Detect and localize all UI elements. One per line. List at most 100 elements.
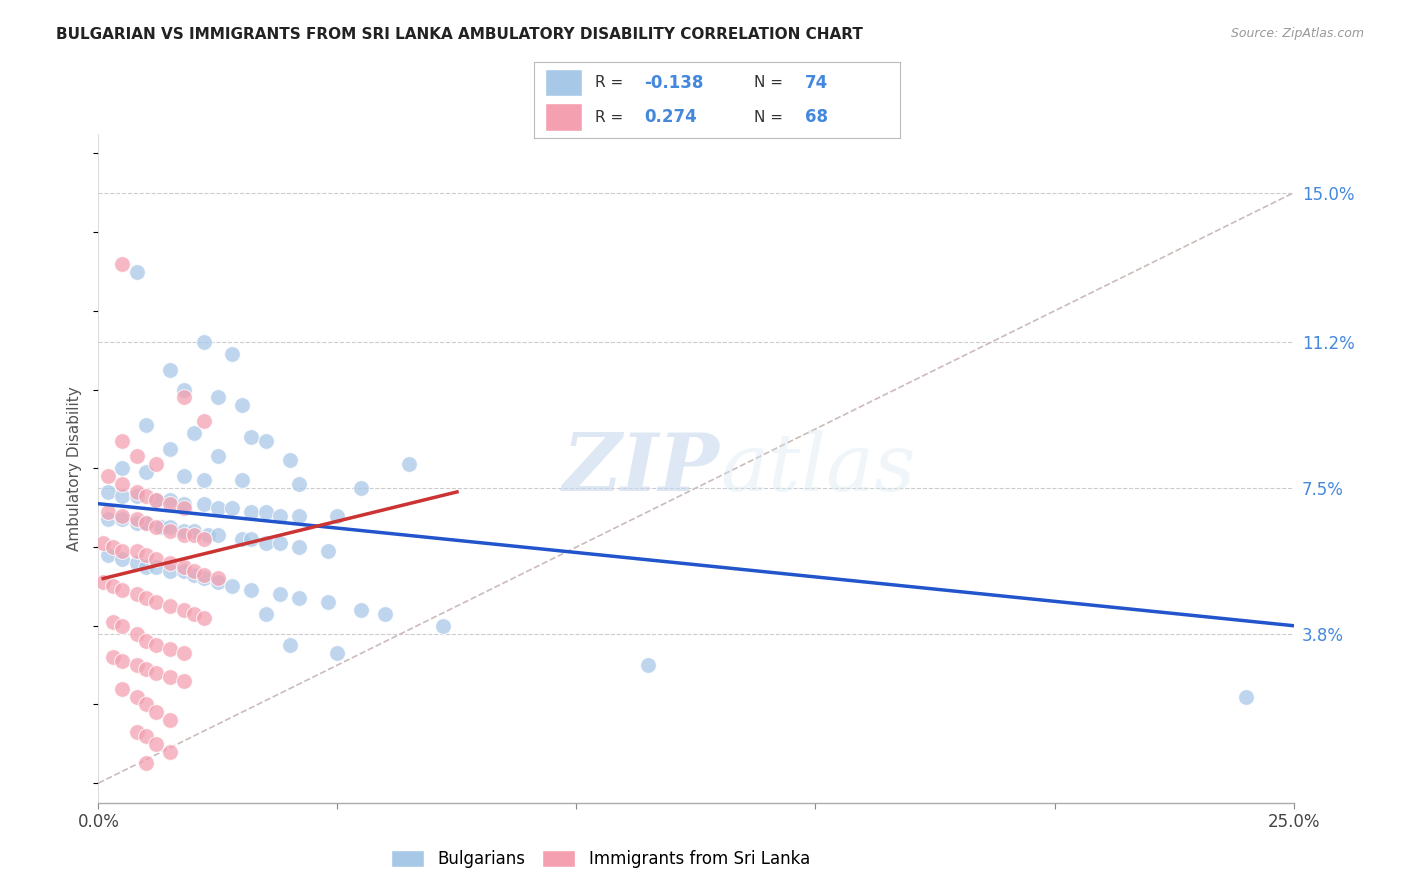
Point (254, 434, 277, 448)
Point (111, 583, 134, 598)
Point (398, 458, 420, 472)
Point (173, 383, 195, 397)
Point (111, 618, 134, 632)
Point (111, 654, 134, 668)
Point (183, 425, 205, 440)
Point (145, 706, 167, 720)
Point (159, 556, 181, 570)
Point (193, 473, 215, 487)
Point (101, 540, 124, 554)
Point (173, 497, 195, 511)
Point (288, 477, 311, 491)
Text: -0.138: -0.138 (644, 74, 703, 92)
Point (111, 551, 134, 566)
Point (231, 532, 253, 546)
Point (240, 583, 263, 598)
Point (207, 500, 229, 515)
Point (173, 528, 195, 542)
Point (221, 347, 243, 361)
Point (432, 618, 454, 632)
Point (221, 500, 243, 515)
Point (91, 536, 114, 550)
Point (135, 417, 157, 432)
Point (135, 729, 157, 743)
Point (111, 434, 134, 448)
Text: R =: R = (595, 76, 627, 90)
Point (145, 551, 167, 566)
Point (240, 430, 263, 444)
Point (111, 461, 134, 475)
Text: BULGARIAN VS IMMIGRANTS FROM SRI LANKA AMBULATORY DISABILITY CORRELATION CHART: BULGARIAN VS IMMIGRANTS FROM SRI LANKA A… (56, 27, 863, 42)
Point (183, 607, 205, 621)
Point (111, 681, 134, 696)
Point (111, 477, 134, 491)
Point (135, 516, 157, 531)
Point (145, 520, 167, 534)
Point (183, 567, 205, 582)
Point (101, 579, 124, 593)
Point (159, 442, 181, 456)
Point (173, 391, 195, 405)
Point (173, 564, 195, 578)
Text: N =: N = (754, 110, 787, 125)
Point (207, 572, 229, 586)
Point (97, 484, 120, 499)
Point (193, 414, 215, 428)
Point (1234, 690, 1257, 704)
Point (173, 559, 195, 574)
Point (288, 508, 311, 523)
Point (91, 575, 114, 590)
Point (125, 626, 148, 640)
Point (125, 556, 148, 570)
Point (145, 737, 167, 751)
Point (173, 603, 195, 617)
Point (145, 595, 167, 609)
Point (125, 725, 148, 739)
Point (193, 611, 215, 625)
Point (159, 642, 181, 657)
Point (159, 524, 181, 539)
Point (135, 559, 157, 574)
Point (193, 567, 215, 582)
Point (135, 516, 157, 531)
Point (125, 489, 148, 503)
Point (149, 520, 172, 534)
Point (254, 607, 277, 621)
Point (125, 690, 148, 704)
Point (125, 484, 148, 499)
Point (278, 453, 301, 467)
Point (135, 591, 157, 606)
Point (326, 646, 349, 660)
Text: R =: R = (595, 110, 627, 125)
Bar (546, 103, 582, 130)
Point (125, 587, 148, 601)
Point (207, 528, 229, 542)
Point (207, 391, 229, 405)
Point (135, 548, 157, 562)
Point (374, 607, 396, 621)
Point (97, 512, 120, 526)
Point (135, 634, 157, 648)
Point (159, 497, 181, 511)
Point (254, 536, 277, 550)
Point (173, 646, 195, 660)
Point (159, 363, 181, 377)
Point (159, 564, 181, 578)
Point (193, 497, 215, 511)
Point (159, 599, 181, 613)
Point (135, 698, 157, 712)
Text: 74: 74 (804, 74, 828, 92)
Legend: Bulgarians, Immigrants from Sri Lanka: Bulgarians, Immigrants from Sri Lanka (384, 843, 817, 875)
Point (111, 544, 134, 558)
Text: ZIP: ZIP (562, 430, 720, 507)
Point (135, 756, 157, 771)
Point (135, 662, 157, 676)
Point (193, 532, 215, 546)
Text: 68: 68 (804, 108, 828, 126)
Point (159, 492, 181, 507)
Text: atlas: atlas (720, 430, 915, 507)
Y-axis label: Ambulatory Disability: Ambulatory Disability (67, 386, 83, 550)
Point (97, 548, 120, 562)
Point (173, 673, 195, 688)
Point (269, 536, 291, 550)
